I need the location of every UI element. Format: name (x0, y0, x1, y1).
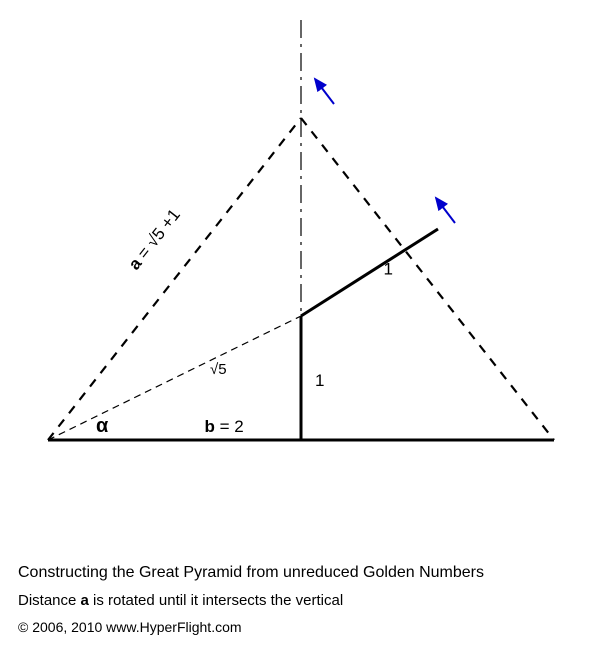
bold-a: a (81, 592, 89, 609)
diagram-subtitle: Distance a is rotated until it intersect… (18, 592, 584, 609)
sqrt5-line (48, 316, 301, 440)
diagram-group: a = √5 +1 √5 1 1 α b = 2 (48, 20, 554, 440)
label-b: b = 2 (205, 417, 244, 436)
edge-left (48, 118, 301, 440)
unit-slant (301, 229, 438, 316)
copyright: © 2006, 2010 www.HyperFlight.com (18, 619, 584, 635)
label-sqrt5: √5 (210, 361, 227, 378)
arrow-upper (315, 79, 334, 104)
arrow-lower (436, 198, 455, 223)
pyramid-diagram: a = √5 +1 √5 1 1 α b = 2 (0, 0, 602, 564)
label-alpha: α (96, 415, 109, 437)
diagram-title: Constructing the Great Pyramid from unre… (18, 564, 584, 582)
edge-right (301, 118, 554, 440)
label-one-slant: 1 (384, 260, 393, 279)
label-one-vertical: 1 (315, 371, 324, 390)
label-a: a = √5 +1 (125, 205, 184, 273)
